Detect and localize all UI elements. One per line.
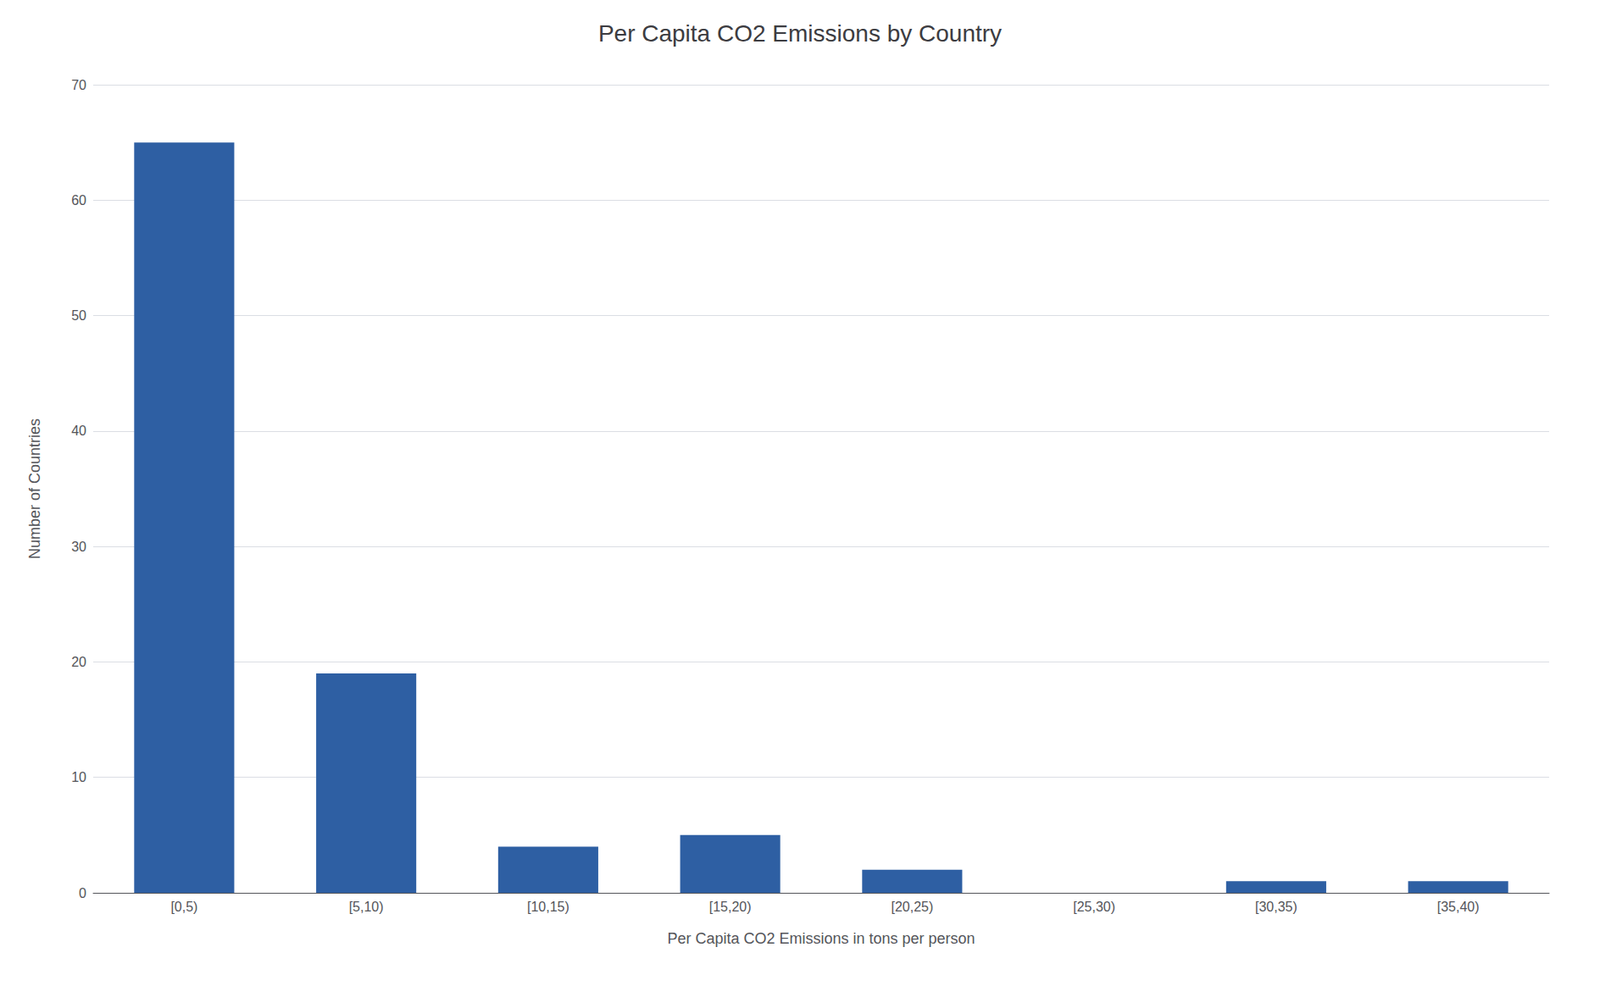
- svg-text:[15,20): [15,20): [709, 900, 752, 915]
- svg-text:[30,35): [30,35): [1255, 900, 1298, 915]
- svg-text:30: 30: [71, 539, 87, 555]
- svg-text:60: 60: [71, 193, 87, 208]
- svg-text:[20,25): [20,25): [890, 900, 934, 915]
- svg-text:[25,30): [25,30): [1072, 900, 1116, 915]
- svg-text:10: 10: [71, 770, 87, 785]
- svg-text:70: 70: [71, 77, 87, 93]
- svg-text:0: 0: [78, 886, 87, 901]
- svg-text:[0,5): [0,5): [170, 900, 198, 915]
- svg-text:50: 50: [71, 308, 87, 323]
- svg-text:[10,15): [10,15): [527, 900, 570, 915]
- svg-text:Per Capita CO2 Emissions by Co: Per Capita CO2 Emissions by Country: [598, 20, 1002, 47]
- svg-text:Per Capita CO2 Emissions in to: Per Capita CO2 Emissions in tons per per…: [666, 930, 975, 948]
- svg-text:40: 40: [71, 423, 87, 439]
- svg-text:[35,40): [35,40): [1437, 900, 1480, 915]
- svg-text:20: 20: [71, 655, 87, 670]
- svg-text:[5,10): [5,10): [349, 900, 384, 915]
- svg-text:Number of Countries: Number of Countries: [26, 418, 44, 560]
